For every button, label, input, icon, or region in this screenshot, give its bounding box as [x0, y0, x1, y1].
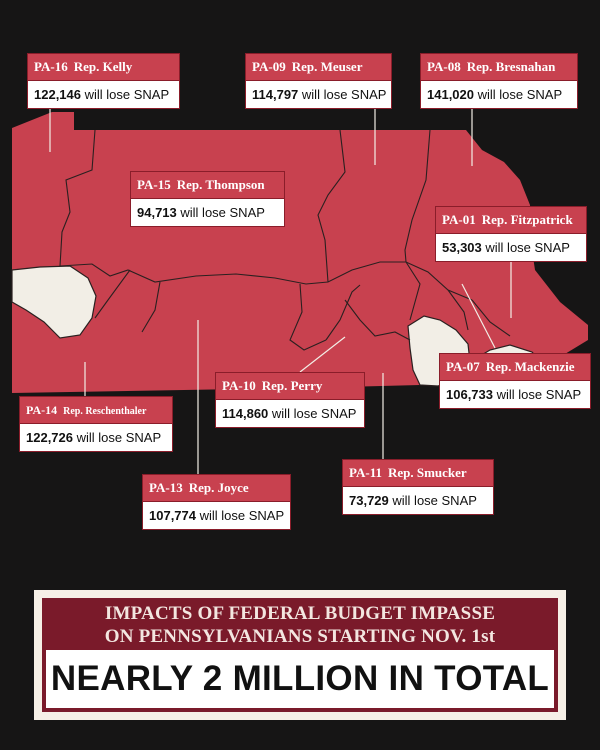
- snap-count: 73,729: [349, 493, 389, 508]
- banner-heading-line-2: ON PENNSYLVANIANS STARTING NOV. 1st: [104, 626, 496, 647]
- callout-pa-09: PA-09 Rep. Meuser 114,797 will lose SNAP: [245, 53, 392, 109]
- callout-pa-01: PA-01 Rep. Fitzpatrick 53,303 will lose S…: [435, 206, 587, 262]
- callout-pa-07: PA-07 Rep. Mackenzie 106,733 will lose SN…: [439, 353, 591, 409]
- callout-pa-16: PA-16 Rep. Kelly 122,146 will lose SNAP: [27, 53, 180, 109]
- summary-banner: IMPACTS OF FEDERAL BUDGET IMPASSE ON PEN…: [34, 590, 566, 720]
- snap-suffix: will lose SNAP: [180, 205, 265, 220]
- callout-pa-13: PA-13 Rep. Joyce 107,774 will lose SNAP: [142, 474, 291, 530]
- callout-header: PA-09 Rep. Meuser: [246, 54, 391, 81]
- district-label: PA-10: [222, 378, 256, 393]
- callout-pa-14: PA-14 Rep. Reschenthaler 122,726 will los…: [19, 396, 173, 452]
- banner-total-box: NEARLY 2 MILLION IN TOTAL: [46, 650, 554, 708]
- district-label: PA-07: [446, 359, 480, 374]
- rep-label: Rep. Kelly: [73, 59, 133, 74]
- callout-header: PA-07 Rep. Mackenzie: [440, 354, 590, 381]
- callout-body: 73,729 will lose SNAP: [343, 487, 493, 514]
- district-label: PA-11: [349, 465, 382, 480]
- callout-header: PA-15 Rep. Thompson: [131, 172, 284, 199]
- callout-header: PA-11 Rep. Smucker: [343, 460, 493, 487]
- snap-suffix: will lose SNAP: [84, 87, 170, 102]
- callout-body: 114,797 will lose SNAP: [246, 81, 391, 108]
- rep-label: Rep. Reschenthaler: [63, 406, 147, 417]
- banner-heading-line-1: IMPACTS OF FEDERAL BUDGET IMPASSE: [104, 603, 496, 624]
- snap-count: 141,020: [427, 87, 474, 102]
- snap-suffix: will lose SNAP: [477, 87, 563, 102]
- callout-body: 94,713 will lose SNAP: [131, 199, 284, 226]
- district-label: PA-16: [34, 59, 68, 74]
- callout-header: PA-08 Rep. Bresnahan: [421, 54, 577, 81]
- callout-header: PA-10 Rep. Perry: [216, 373, 364, 400]
- district-label: PA-09: [252, 59, 286, 74]
- rep-label: Rep. Joyce: [188, 480, 249, 495]
- district-boundaries: [59, 129, 511, 351]
- district-label: PA-01: [442, 212, 476, 227]
- callout-body: 122,146 will lose SNAP: [28, 81, 179, 108]
- callout-pa-11: PA-11 Rep. Smucker 73,729 will lose SNAP: [342, 459, 494, 515]
- callout-body: 122,726 will lose SNAP: [20, 424, 172, 451]
- snap-count: 106,733: [446, 387, 493, 402]
- callout-body: 106,733 will lose SNAP: [440, 381, 590, 408]
- snap-count: 114,797: [252, 87, 299, 102]
- banner-total: NEARLY 2 MILLION IN TOTAL: [50, 659, 550, 698]
- rep-label: Rep. Meuser: [291, 59, 363, 74]
- banner-heading: IMPACTS OF FEDERAL BUDGET IMPASSE ON PEN…: [42, 602, 558, 648]
- callout-pa-10: PA-10 Rep. Perry 114,860 will lose SNAP: [215, 372, 365, 428]
- rep-label: Rep. Bresnahan: [466, 59, 556, 74]
- rep-label: Rep. Perry: [261, 378, 323, 393]
- rep-label: Rep. Smucker: [387, 465, 467, 480]
- district-label: PA-14: [26, 403, 58, 417]
- snap-suffix: will lose SNAP: [76, 430, 162, 445]
- snap-count: 122,726: [26, 430, 73, 445]
- snap-suffix: will lose SNAP: [485, 240, 570, 255]
- snap-suffix: will lose SNAP: [271, 406, 357, 421]
- snap-suffix: will lose SNAP: [301, 87, 387, 102]
- callout-body: 114,860 will lose SNAP: [216, 400, 364, 427]
- snap-suffix: will lose SNAP: [392, 493, 477, 508]
- callout-header: PA-16 Rep. Kelly: [28, 54, 179, 81]
- callout-header: PA-14 Rep. Reschenthaler: [20, 397, 172, 424]
- district-label: PA-13: [149, 480, 183, 495]
- district-label: PA-08: [427, 59, 461, 74]
- snap-count: 107,774: [149, 508, 196, 523]
- callout-header: PA-01 Rep. Fitzpatrick: [436, 207, 586, 234]
- rep-label: Rep. Mackenzie: [485, 359, 575, 374]
- callout-body: 107,774 will lose SNAP: [143, 502, 290, 529]
- snap-count: 114,860: [222, 406, 269, 421]
- callout-pa-15: PA-15 Rep. Thompson 94,713 will lose SNAP: [130, 171, 285, 227]
- rep-label: Rep. Thompson: [176, 177, 265, 192]
- snap-suffix: will lose SNAP: [199, 508, 285, 523]
- leader-lines: [49, 108, 512, 480]
- snap-count: 94,713: [137, 205, 177, 220]
- callout-pa-08: PA-08 Rep. Bresnahan 141,020 will lose SN…: [420, 53, 578, 109]
- district-label: PA-15: [137, 177, 171, 192]
- snap-count: 53,303: [442, 240, 482, 255]
- rep-label: Rep. Fitzpatrick: [481, 212, 573, 227]
- callout-body: 53,303 will lose SNAP: [436, 234, 586, 261]
- snap-suffix: will lose SNAP: [496, 387, 582, 402]
- callout-header: PA-13 Rep. Joyce: [143, 475, 290, 502]
- snap-count: 122,146: [34, 87, 81, 102]
- callout-body: 141,020 will lose SNAP: [421, 81, 577, 108]
- banner-header-panel: IMPACTS OF FEDERAL BUDGET IMPASSE ON PEN…: [42, 598, 558, 712]
